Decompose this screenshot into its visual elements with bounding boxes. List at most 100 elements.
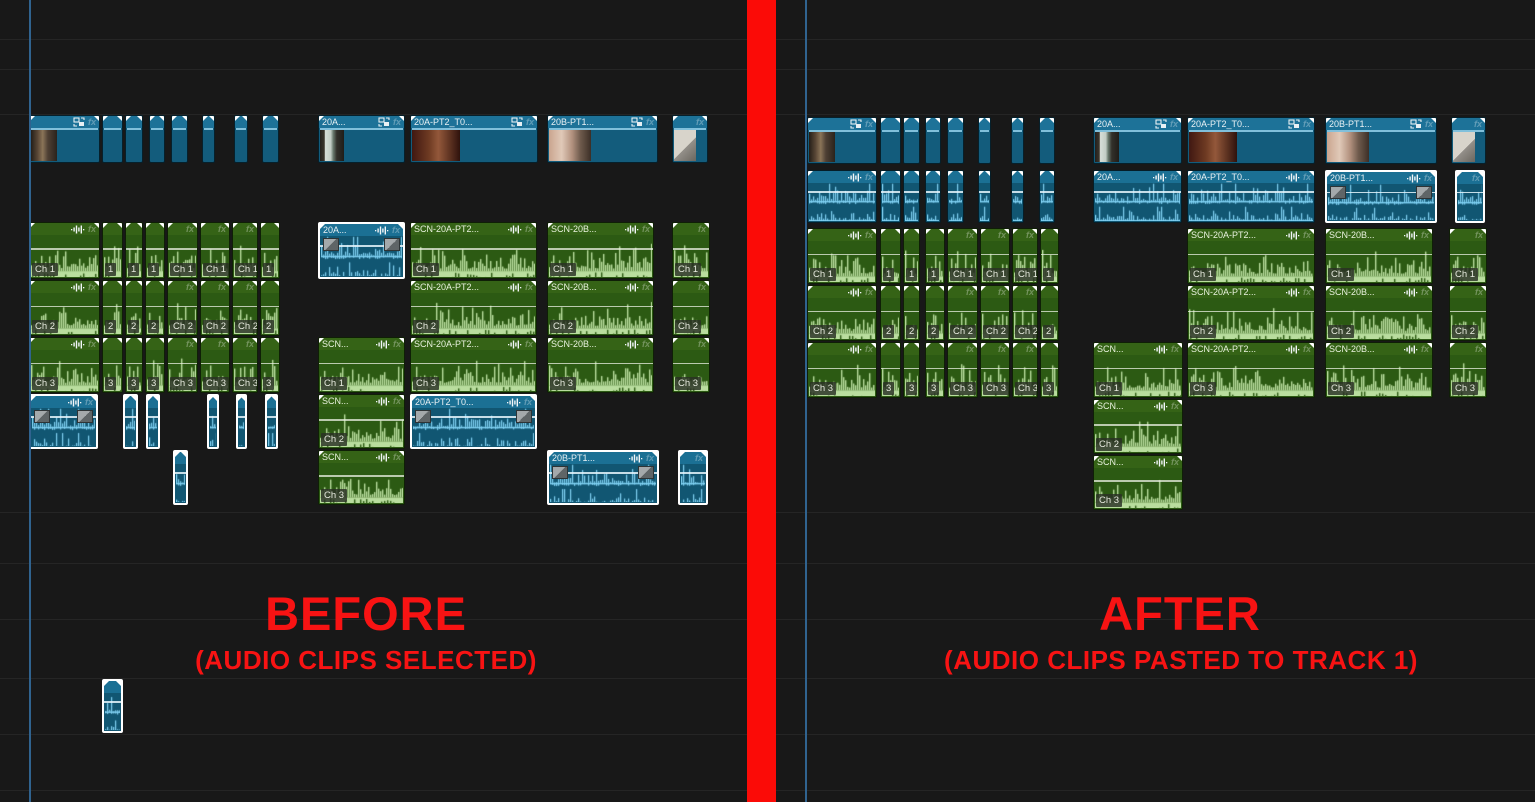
audio-clip-blue[interactable] — [978, 170, 991, 223]
audio-clip-green[interactable]: 1 — [125, 222, 143, 279]
volume-line[interactable] — [904, 191, 919, 193]
video-clip[interactable] — [978, 117, 991, 164]
playhead-line-after[interactable] — [805, 0, 807, 802]
video-clip[interactable]: 20A... fx — [1093, 117, 1182, 164]
volume-line[interactable] — [168, 362, 197, 365]
volume-line[interactable] — [1327, 191, 1435, 194]
audio-clip-green[interactable]: 1 — [925, 228, 945, 284]
audio-clip-green[interactable]: 1 — [1040, 228, 1059, 284]
audio-clip-green[interactable]: fx Ch 3 — [200, 337, 230, 393]
volume-line[interactable] — [209, 416, 217, 418]
audio-clip-blue[interactable]: fx — [1455, 170, 1485, 223]
video-clip[interactable] — [125, 115, 143, 163]
volume-line[interactable] — [319, 362, 404, 365]
volume-line[interactable] — [808, 191, 876, 193]
audio-clip-green[interactable]: fx Ch 2 — [29, 280, 100, 336]
video-clip[interactable] — [262, 115, 279, 163]
audio-clip-green[interactable]: 2 — [145, 280, 165, 336]
volume-line[interactable] — [319, 475, 404, 477]
audio-clip-green[interactable]: SCN-20B... fx Ch 1 — [547, 222, 654, 279]
volume-line[interactable] — [175, 472, 186, 474]
video-clip[interactable] — [880, 117, 901, 164]
volume-line[interactable] — [808, 310, 876, 313]
audio-clip-green[interactable]: SCN-20A-PT2... fx Ch 2 — [410, 280, 537, 336]
volume-line[interactable] — [233, 248, 257, 250]
audio-clip-green[interactable]: fx Ch 3 — [1012, 342, 1038, 398]
volume-line[interactable] — [261, 362, 279, 365]
fade-handle-left[interactable] — [552, 466, 568, 479]
audio-clip-blue[interactable] — [236, 394, 247, 449]
volume-line[interactable] — [31, 416, 96, 418]
volume-line[interactable] — [411, 248, 536, 250]
fade-handle-left[interactable] — [323, 238, 339, 251]
audio-clip-blue[interactable] — [947, 170, 964, 223]
audio-clip-green[interactable]: fx Ch 1 — [29, 222, 100, 279]
audio-clip-green[interactable]: 3 — [125, 337, 143, 393]
volume-line[interactable] — [808, 253, 876, 256]
volume-line[interactable] — [904, 367, 919, 370]
volume-line[interactable] — [146, 248, 164, 250]
volume-line[interactable] — [412, 416, 535, 418]
audio-clip-green[interactable]: 1 — [145, 222, 165, 279]
volume-line[interactable] — [1450, 310, 1486, 313]
volume-line[interactable] — [1041, 253, 1058, 256]
video-clip[interactable]: fx — [29, 115, 100, 163]
volume-line[interactable] — [261, 305, 279, 308]
volume-line[interactable] — [680, 472, 706, 474]
volume-line[interactable] — [549, 472, 657, 474]
volume-line[interactable] — [126, 248, 142, 250]
audio-clip-green[interactable]: fx Ch 2 — [672, 280, 710, 336]
audio-clip-green[interactable]: 3 — [903, 342, 920, 398]
volume-line[interactable] — [201, 362, 229, 365]
volume-line[interactable] — [319, 419, 404, 421]
audio-clip-green[interactable]: SCN-20A-PT2... fx Ch 2 — [1187, 285, 1315, 341]
audio-clip-blue[interactable]: 20A-PT2_T0... fx — [410, 394, 537, 449]
audio-clip-green[interactable]: 2 — [125, 280, 143, 336]
volume-line[interactable] — [926, 253, 944, 256]
volume-line[interactable] — [548, 248, 653, 250]
audio-clip-blue[interactable]: 20B-PT1... fx — [1325, 170, 1437, 223]
audio-clip-blue[interactable] — [207, 394, 219, 449]
audio-clip-green[interactable]: fx Ch 1 — [980, 228, 1010, 284]
volume-line[interactable] — [981, 310, 1009, 313]
audio-clip-green[interactable]: SCN-20B... fx Ch 3 — [547, 337, 654, 393]
volume-line[interactable] — [261, 248, 279, 250]
audio-clip-blue[interactable]: fx — [807, 170, 877, 223]
volume-line[interactable] — [30, 305, 99, 308]
volume-line[interactable] — [1188, 253, 1314, 256]
audio-clip-blue[interactable] — [123, 394, 138, 449]
volume-line[interactable] — [103, 305, 122, 308]
volume-line[interactable] — [979, 191, 990, 193]
audio-clip-green[interactable]: fx Ch 2 — [947, 285, 978, 341]
audio-clip-green[interactable]: fx Ch 2 — [167, 280, 198, 336]
volume-line[interactable] — [1041, 310, 1058, 313]
audio-clip-green[interactable]: 1 — [260, 222, 280, 279]
audio-clip-blue[interactable] — [102, 679, 123, 733]
video-clip[interactable]: 20A-PT2_T0... fx — [1187, 117, 1315, 164]
volume-line[interactable] — [948, 310, 977, 313]
audio-clip-blue[interactable]: 20A-PT2_T0... fx — [1187, 170, 1315, 223]
audio-clip-green[interactable]: fx Ch 1 — [232, 222, 258, 279]
audio-clip-green[interactable]: fx Ch 1 — [947, 228, 978, 284]
audio-clip-green[interactable]: SCN... fx Ch 3 — [1093, 455, 1183, 510]
audio-clip-blue[interactable]: fx — [29, 394, 98, 449]
audio-clip-blue[interactable]: 20A... fx — [1093, 170, 1182, 223]
volume-line[interactable] — [548, 362, 653, 365]
audio-clip-green[interactable]: fx Ch 3 — [672, 337, 710, 393]
audio-clip-green[interactable]: 2 — [925, 285, 945, 341]
fade-handle-left[interactable] — [34, 410, 50, 423]
video-clip[interactable]: 20A-PT2_T0... fx — [410, 115, 538, 163]
audio-clip-green[interactable]: 3 — [880, 342, 901, 398]
fade-handle-right[interactable] — [384, 238, 400, 251]
fade-handle-left[interactable] — [1330, 186, 1346, 199]
audio-clip-green[interactable]: SCN... fx Ch 2 — [318, 394, 405, 449]
volume-line[interactable] — [1450, 253, 1486, 256]
audio-clip-blue[interactable] — [146, 394, 160, 449]
fade-handle-right[interactable] — [1416, 186, 1432, 199]
fade-handle-right[interactable] — [638, 466, 654, 479]
volume-line[interactable] — [1094, 191, 1181, 193]
volume-line[interactable] — [1013, 253, 1037, 256]
fade-handle-left[interactable] — [415, 410, 431, 423]
volume-line[interactable] — [948, 253, 977, 256]
audio-clip-green[interactable]: fx Ch 1 — [1012, 228, 1038, 284]
